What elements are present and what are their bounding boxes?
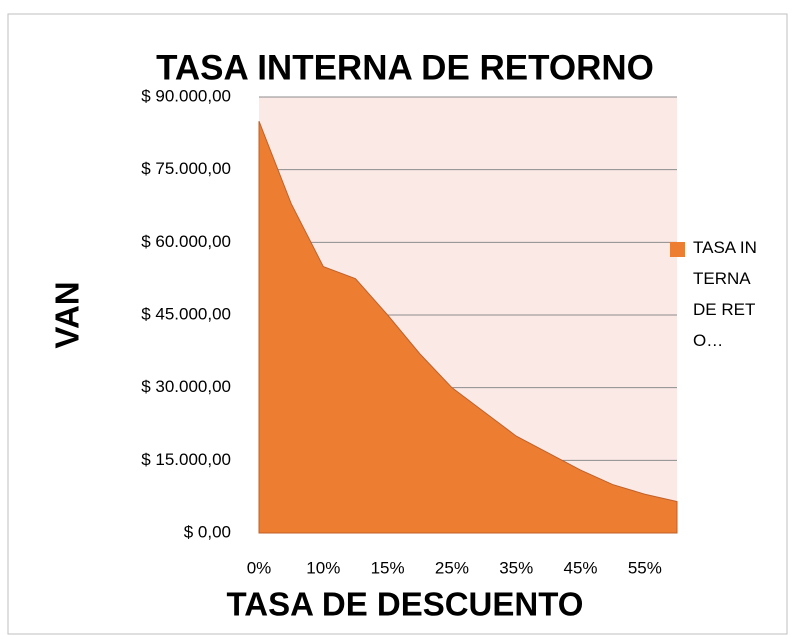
x-tick-label: 15% xyxy=(371,558,405,577)
area xyxy=(258,121,678,534)
x-tick-label: 55% xyxy=(628,558,662,577)
y-tick-label: $ 90.000,00 xyxy=(141,86,231,105)
y-tick-label: $ 30.000,00 xyxy=(141,377,231,396)
y-tick-label: $ 0,00 xyxy=(184,522,231,541)
y-axis-title: VAN xyxy=(49,281,86,348)
y-tick-label: $ 15.000,00 xyxy=(141,450,231,469)
x-tick-label: 35% xyxy=(499,558,533,577)
x-tick-label: 25% xyxy=(435,558,469,577)
y-tick-label: $ 60.000,00 xyxy=(141,232,231,251)
chart-title: TASA INTERNA DE RETORNO xyxy=(156,48,654,87)
x-axis-title: TASA DE DESCUENTO xyxy=(227,586,584,623)
legend-label: TASA INTERNA DE RETO… xyxy=(693,238,757,350)
x-tick-label: 0% xyxy=(247,558,272,577)
x-tick-label: 45% xyxy=(564,558,598,577)
x-tick-label: 10% xyxy=(306,558,340,577)
legend-swatch xyxy=(670,242,685,257)
y-tick-label: $ 75.000,00 xyxy=(141,159,231,178)
y-tick-label: $ 45.000,00 xyxy=(141,304,231,323)
